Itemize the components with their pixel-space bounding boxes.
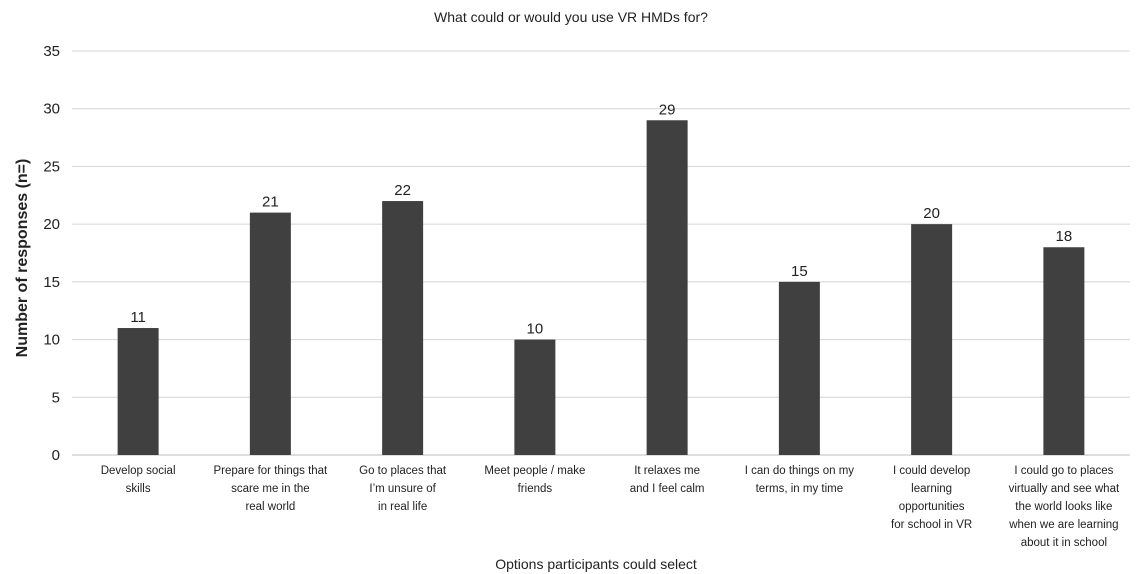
x-category-line: learning: [911, 483, 952, 495]
chart-title: What could or would you use VR HMDs for?: [434, 9, 708, 25]
x-category-line: virtually and see what: [1009, 483, 1120, 495]
data-label: 10: [527, 321, 544, 338]
y-tick-label: 10: [43, 332, 60, 349]
y-tick-label: 15: [43, 274, 60, 291]
y-tick-label: 25: [43, 158, 60, 175]
bar: [911, 224, 953, 455]
x-category-label: I can do things on my terms, in my time: [745, 465, 855, 495]
x-category-label: Go to places that I’m unsure of in real li…: [359, 465, 447, 513]
x-category-line: It relaxes me: [634, 465, 700, 477]
x-category-line: the world looks like: [1015, 501, 1112, 513]
data-label: 22: [394, 182, 411, 199]
x-category-line: I’m unsure of: [369, 483, 436, 495]
y-tick-label: 20: [43, 216, 60, 233]
x-category-line: and I feel calm: [630, 483, 705, 495]
y-tick-label: 35: [43, 43, 60, 60]
data-label: 15: [791, 263, 808, 280]
x-category-label: Prepare for things that scare me in the re…: [213, 465, 328, 513]
x-category-line: opportunities: [899, 501, 965, 513]
x-category-line: Meet people / make: [484, 465, 585, 477]
data-label: 18: [1056, 228, 1073, 245]
x-category-label: I could develop learning opportunities for …: [891, 465, 972, 531]
x-category-line: real world: [245, 501, 295, 513]
bar: [514, 339, 556, 455]
x-category-line: skills: [126, 483, 151, 495]
y-tick-label: 30: [43, 101, 60, 118]
bars: [117, 120, 1085, 455]
y-axis-ticks: 0 5 10 15 20 25 30 35: [43, 43, 60, 464]
gridlines: [72, 50, 1130, 456]
x-axis-categories: Develop social skills Prepare for things t…: [101, 465, 1120, 549]
x-category-label: Meet people / make friends: [484, 465, 585, 495]
data-labels: 11 21 22 10 29 15 20 18: [130, 101, 1072, 337]
x-category-line: Develop social: [101, 465, 176, 477]
bar: [778, 281, 820, 455]
x-category-line: friends: [518, 483, 553, 495]
data-label: 21: [262, 194, 279, 211]
data-label: 20: [923, 205, 940, 222]
bar: [646, 120, 688, 455]
bar: [117, 328, 159, 455]
bar: [1043, 247, 1085, 455]
x-axis-title: Options participants could select: [495, 556, 697, 572]
y-tick-label: 0: [52, 447, 60, 464]
data-label: 11: [130, 309, 146, 326]
x-category-line: for school in VR: [891, 519, 972, 531]
x-category-label: I could go to places virtually and see wh…: [1008, 465, 1120, 549]
bar: [382, 201, 424, 455]
x-category-line: Go to places that: [359, 465, 447, 477]
x-category-line: about it in school: [1021, 537, 1107, 549]
bar: [249, 212, 291, 455]
x-category-label: Develop social skills: [101, 465, 176, 495]
x-category-line: terms, in my time: [756, 483, 844, 495]
x-category-line: I could develop: [893, 465, 970, 477]
x-category-line: in real life: [378, 501, 427, 513]
data-label: 29: [659, 101, 676, 118]
x-category-line: I could go to places: [1014, 465, 1113, 477]
x-category-line: I can do things on my: [745, 465, 855, 477]
y-axis-title: Number of responses (n=): [14, 159, 31, 358]
x-category-line: scare me in the: [231, 483, 310, 495]
y-tick-label: 5: [52, 389, 60, 406]
x-category-line: Prepare for things that: [213, 465, 328, 477]
x-category-line: when we are learning: [1008, 519, 1118, 531]
x-category-label: It relaxes me and I feel calm: [630, 465, 705, 495]
